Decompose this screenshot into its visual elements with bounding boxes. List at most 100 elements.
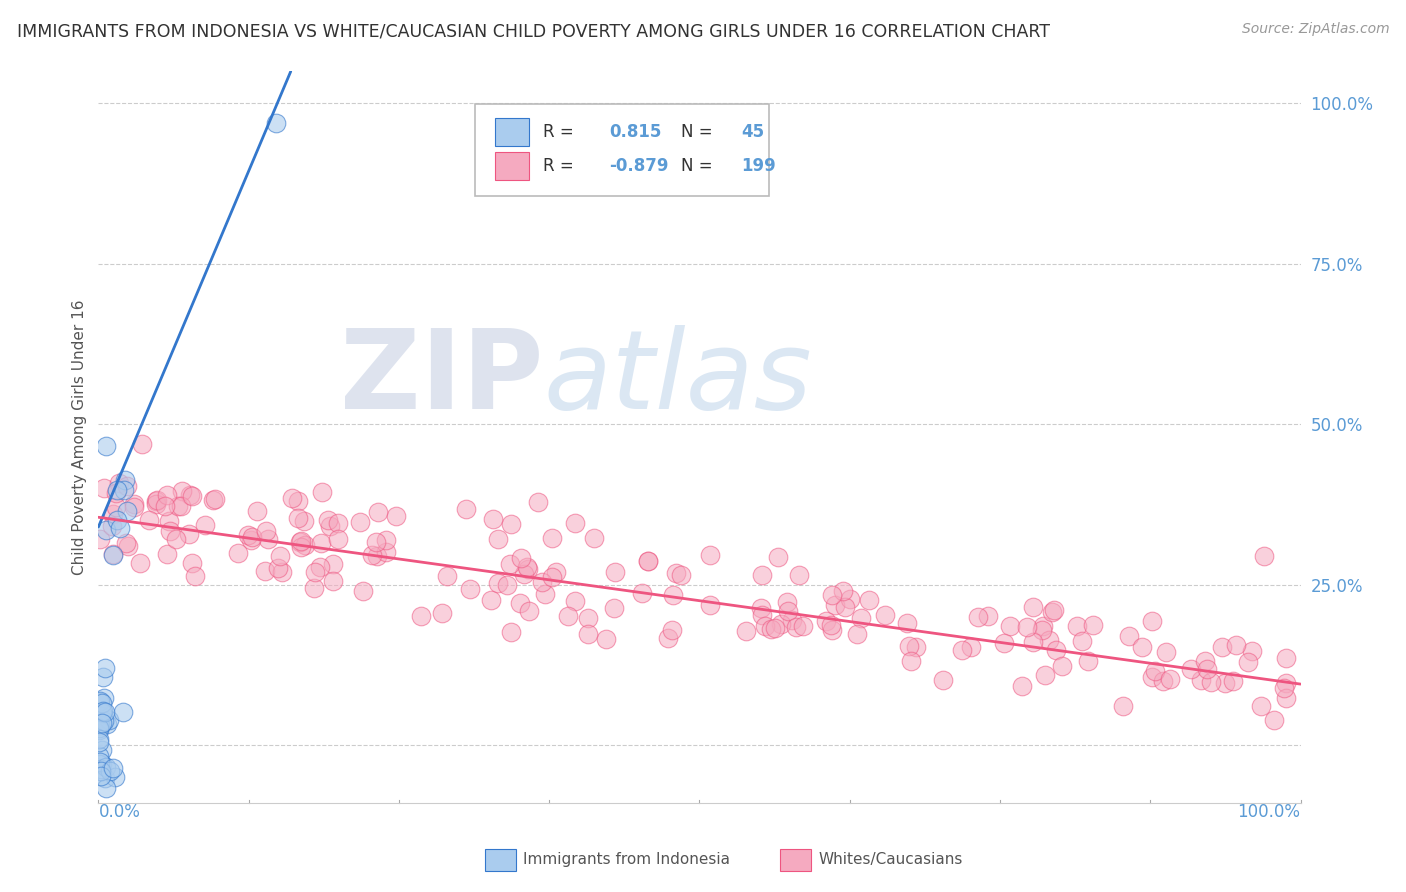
Point xyxy=(290,534,312,549)
Point xyxy=(1250,699,1272,714)
Point xyxy=(460,582,482,596)
Point xyxy=(1118,629,1140,643)
Point xyxy=(787,567,810,582)
Point xyxy=(1017,619,1039,633)
Point xyxy=(509,596,531,610)
Point xyxy=(821,588,844,602)
Point xyxy=(169,499,191,513)
Point xyxy=(541,570,564,584)
Point xyxy=(180,556,202,570)
Text: Whites/Caucasians: Whites/Caucasians xyxy=(818,853,963,867)
Point xyxy=(1222,673,1244,688)
Point xyxy=(482,512,505,526)
Point xyxy=(766,550,789,565)
Text: IMMIGRANTS FROM INDONESIA VS WHITE/CAUCASIAN CHILD POVERTY AMONG GIRLS UNDER 16 : IMMIGRANTS FROM INDONESIA VS WHITE/CAUCA… xyxy=(17,22,1050,40)
Point xyxy=(87,695,110,709)
Text: 100.0%: 100.0% xyxy=(1237,803,1301,821)
Point xyxy=(576,611,599,625)
Point xyxy=(1033,668,1056,682)
Text: 0.0%: 0.0% xyxy=(98,803,141,821)
Text: R =: R = xyxy=(543,123,574,141)
Point xyxy=(326,516,349,530)
Point xyxy=(375,544,398,558)
Text: N =: N = xyxy=(682,123,713,141)
Point xyxy=(1152,673,1174,688)
Point xyxy=(89,762,111,776)
Point xyxy=(770,617,793,632)
Point xyxy=(101,761,124,775)
Point xyxy=(1194,654,1216,668)
Bar xyxy=(495,152,529,179)
Point xyxy=(1240,644,1263,658)
Point xyxy=(316,513,339,527)
Point xyxy=(824,598,846,612)
Point xyxy=(366,534,388,549)
Point xyxy=(94,760,117,774)
Point xyxy=(1071,634,1094,648)
Point xyxy=(96,524,118,538)
Point xyxy=(104,500,127,515)
Point xyxy=(780,613,803,627)
Point xyxy=(534,586,557,600)
Text: atlas: atlas xyxy=(543,325,811,432)
Point xyxy=(499,517,522,532)
Point xyxy=(112,706,135,720)
Point xyxy=(145,493,167,508)
Point xyxy=(311,484,333,499)
Point xyxy=(1199,675,1222,690)
Point xyxy=(1022,635,1045,649)
Point xyxy=(665,566,688,581)
Point xyxy=(288,535,311,549)
Point xyxy=(267,561,290,575)
Point xyxy=(557,608,579,623)
Point xyxy=(657,631,679,645)
Point xyxy=(661,623,683,637)
Point xyxy=(96,439,118,453)
Point xyxy=(254,524,277,538)
Point xyxy=(1274,676,1296,690)
Point xyxy=(932,673,955,688)
Point xyxy=(531,574,554,589)
Point xyxy=(318,518,340,533)
Point xyxy=(240,530,263,544)
Point xyxy=(751,607,773,622)
Text: R =: R = xyxy=(543,157,574,175)
Point xyxy=(87,723,110,737)
Point xyxy=(849,611,872,625)
Point xyxy=(1274,691,1296,706)
Point xyxy=(1272,681,1295,696)
Point xyxy=(1077,654,1099,668)
Point xyxy=(105,485,128,500)
Point xyxy=(785,619,807,633)
Point xyxy=(281,491,304,505)
Point xyxy=(101,548,124,562)
Point xyxy=(91,669,114,683)
Point xyxy=(1263,713,1285,727)
Point xyxy=(486,576,509,591)
Point xyxy=(157,514,180,528)
Point xyxy=(834,599,856,614)
Point xyxy=(776,595,799,609)
Point xyxy=(671,567,693,582)
Point xyxy=(179,488,201,502)
Point xyxy=(349,515,371,529)
Point xyxy=(564,593,586,607)
Point xyxy=(170,483,193,498)
Point xyxy=(367,505,389,519)
Point xyxy=(138,513,160,527)
Point xyxy=(89,718,111,732)
Point xyxy=(1154,645,1177,659)
Point xyxy=(1040,605,1063,619)
Point xyxy=(194,517,217,532)
Bar xyxy=(495,118,529,146)
Point xyxy=(479,593,502,607)
Point xyxy=(302,581,325,595)
Point xyxy=(287,493,309,508)
FancyBboxPatch shape xyxy=(475,104,769,195)
Point xyxy=(1180,662,1202,676)
Point xyxy=(90,764,112,778)
Point xyxy=(108,476,131,491)
Point xyxy=(1043,603,1066,617)
Point xyxy=(1144,664,1167,678)
Point xyxy=(602,600,624,615)
